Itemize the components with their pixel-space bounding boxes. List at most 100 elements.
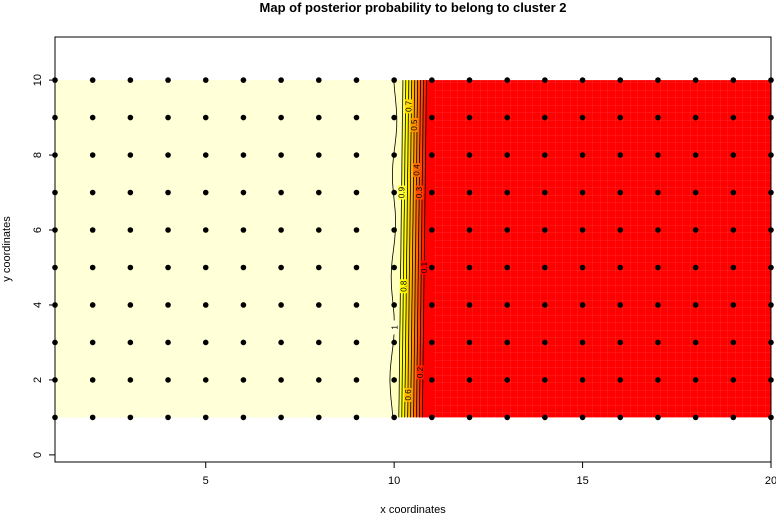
- y-tick-label: 10: [32, 74, 44, 86]
- sample-point: [655, 377, 661, 383]
- contour-label-bg: [415, 185, 423, 200]
- y-axis-label: y coordinates: [1, 216, 13, 282]
- y-tick-label: 2: [32, 377, 44, 383]
- x-tick-label: 5: [203, 475, 209, 487]
- sample-point: [542, 189, 548, 196]
- sample-point: [730, 189, 737, 196]
- sample-point: [429, 377, 435, 383]
- contour-label-bg: [399, 279, 407, 294]
- probability-band: [422, 80, 434, 418]
- sample-point: [165, 77, 171, 83]
- sample-point: [579, 189, 586, 196]
- sample-point: [542, 227, 548, 233]
- sample-point: [579, 114, 586, 121]
- sample-point: [730, 302, 737, 308]
- sample-point: [542, 114, 548, 121]
- sample-point: [466, 189, 473, 196]
- sample-point: [127, 339, 134, 346]
- sample-point: [542, 414, 548, 421]
- sample-point: [692, 114, 699, 121]
- sample-point: [89, 189, 96, 196]
- sample-point: [391, 114, 397, 121]
- sample-point: [692, 152, 699, 158]
- sample-point: [504, 77, 511, 83]
- contour-line: [407, 80, 413, 418]
- sample-point: [165, 377, 171, 383]
- sample-point: [466, 377, 473, 383]
- sample-point: [353, 114, 360, 121]
- probability-band: [401, 80, 409, 418]
- sample-point: [315, 339, 322, 346]
- contour-line: [416, 80, 421, 418]
- contour-label: 0.2: [416, 366, 425, 378]
- sample-point: [391, 414, 397, 421]
- sample-point: [391, 227, 397, 233]
- sample-point: [730, 77, 737, 83]
- sample-point: [165, 339, 171, 346]
- sample-point: [202, 152, 209, 158]
- sample-point: [429, 77, 435, 83]
- sample-point: [655, 152, 661, 158]
- sample-point: [429, 302, 435, 308]
- grid-texture: [420, 80, 771, 418]
- sample-point: [692, 377, 699, 383]
- sample-point: [504, 264, 511, 271]
- sample-point: [504, 227, 511, 233]
- sample-point: [617, 377, 624, 383]
- sample-point: [617, 264, 624, 271]
- sample-point: [579, 339, 586, 346]
- sample-point: [315, 114, 322, 121]
- y-tick-label: 8: [32, 152, 44, 158]
- contour-label-bg: [420, 260, 428, 275]
- sample-point: [127, 302, 134, 308]
- sample-point: [127, 77, 134, 83]
- sample-point: [391, 189, 397, 196]
- sample-point: [278, 302, 284, 308]
- sample-point: [89, 302, 96, 308]
- sample-point: [466, 227, 473, 233]
- sample-point: [127, 377, 134, 383]
- sample-point: [617, 77, 624, 83]
- chart-title: Map of posterior probability to belong t…: [260, 0, 567, 15]
- sample-point: [315, 77, 322, 83]
- sample-point: [278, 339, 284, 346]
- contour-label-bg: [416, 365, 424, 380]
- sample-point: [353, 152, 360, 158]
- high-probability-region: [55, 80, 398, 418]
- contour-label-bg: [410, 118, 418, 133]
- sample-point: [202, 227, 209, 233]
- sample-point: [240, 152, 247, 158]
- sample-point: [278, 189, 284, 196]
- contour-label-bg: [390, 320, 398, 335]
- probability-surface: [55, 80, 771, 418]
- sample-point: [542, 339, 548, 346]
- sample-point: [655, 414, 661, 421]
- sample-point: [466, 414, 473, 421]
- contour-lines: 0.7 0.5 0.4 0.3 0.9 0.1 0.8 1 0.2 0.6: [389, 80, 429, 418]
- contour-label: 0.1: [420, 261, 429, 273]
- sample-point: [202, 339, 209, 346]
- sample-point: [315, 152, 322, 158]
- sample-point: [730, 114, 737, 121]
- sample-point: [315, 227, 322, 233]
- contour-label: 0.7: [404, 100, 413, 112]
- sample-point: [202, 264, 209, 271]
- sample-point: [127, 227, 134, 233]
- contour-line: [421, 80, 427, 418]
- sample-point: [391, 339, 397, 346]
- sample-point: [165, 264, 171, 271]
- sample-point: [579, 414, 586, 421]
- sample-points: [52, 77, 774, 421]
- sample-point: [655, 77, 661, 83]
- sample-point: [315, 377, 322, 383]
- sample-point: [278, 227, 284, 233]
- sample-point: [89, 152, 96, 158]
- sample-point: [202, 302, 209, 308]
- sample-point: [692, 227, 699, 233]
- sample-point: [655, 227, 661, 233]
- sample-point: [579, 227, 586, 233]
- sample-point: [504, 414, 511, 421]
- sample-point: [353, 189, 360, 196]
- sample-point: [240, 227, 247, 233]
